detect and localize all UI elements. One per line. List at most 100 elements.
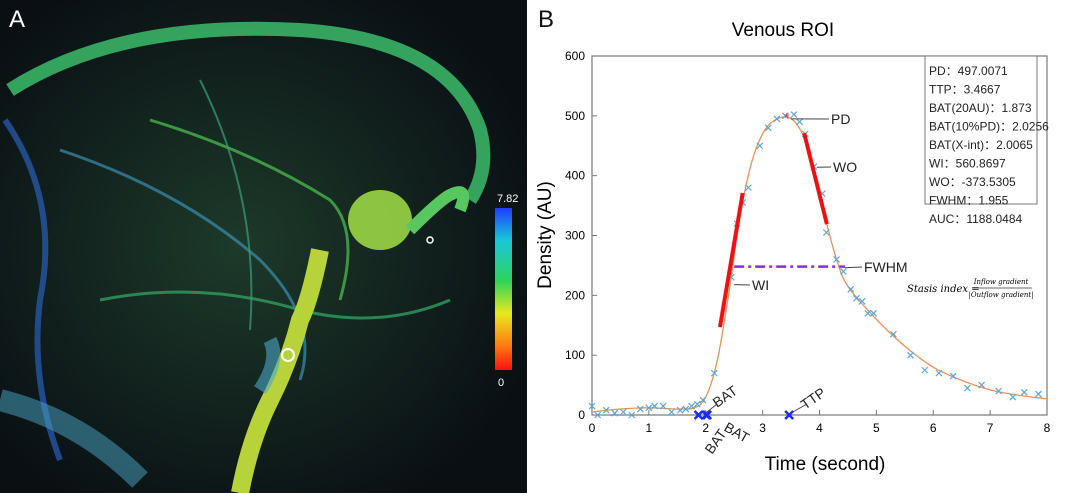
x-tick-label: 3 [759, 421, 766, 435]
vessel-map: 7.82 0 [0, 0, 527, 493]
stats-box [924, 55, 1038, 205]
y-tick-label: 300 [565, 229, 585, 243]
y-tick-label: 0 [578, 408, 585, 422]
x-axis-label: Time (second) [765, 454, 886, 475]
data-point [628, 411, 636, 419]
x-tick-label: 0 [589, 421, 596, 435]
annotation-arrow [845, 266, 863, 269]
data-point [853, 294, 860, 302]
angiography-image: 7.82 0 A [0, 0, 527, 493]
data-point [682, 405, 690, 413]
x-tick-label: 1 [646, 421, 653, 435]
data-point [611, 409, 619, 417]
data-point [1035, 390, 1042, 398]
data-point [995, 387, 1003, 395]
annotation-arrow [705, 403, 718, 414]
fwhm-annotation: FWHM [864, 259, 908, 275]
bat-marker [693, 410, 704, 420]
data-point [636, 405, 644, 413]
bat-marker [701, 410, 712, 420]
stat-line: TTP：3.4667 [929, 83, 1001, 97]
stasis-index-label: Stasis index = [907, 284, 980, 295]
data-point [744, 184, 752, 192]
data-point [594, 411, 602, 419]
data-point [978, 381, 986, 389]
y-tick-label: 400 [565, 169, 585, 183]
data-point [847, 285, 855, 293]
data-point [588, 402, 596, 410]
pd-annotation: PD [831, 111, 850, 127]
data-point [619, 408, 627, 416]
colorbar [495, 208, 512, 370]
data-point [668, 408, 676, 416]
annotation-arrow [790, 403, 808, 414]
data-point [870, 309, 877, 317]
data-point [756, 142, 764, 150]
data-point [693, 400, 701, 408]
data-point [602, 406, 610, 414]
y-axis-label: Density (AU) [535, 181, 556, 289]
colorbar-max-label: 7.82 [497, 193, 518, 205]
x-tick-label: 8 [1044, 421, 1051, 435]
wash-in-segment [717, 192, 745, 328]
data-point [833, 256, 840, 263]
y-tick-label: 600 [565, 49, 585, 63]
data-point [676, 406, 684, 414]
x-tick-label: 6 [930, 421, 937, 435]
chart-title: Venous ROI [732, 20, 834, 41]
data-point [949, 372, 957, 380]
stat-line: AUC：1188.0484 [929, 212, 1022, 226]
data-point [773, 115, 781, 123]
colorbar-min-label: 0 [498, 377, 504, 389]
stat-line: BAT(20AU)：1.873 [929, 101, 1032, 115]
stat-line: BAT(10%PD)：2.0256 [929, 120, 1049, 134]
ttp-annotation: TTP [798, 384, 829, 412]
panel-label-b: B [538, 6, 555, 33]
stat-line: FWHM：1.955 [929, 194, 1009, 208]
y-tick-label: 500 [565, 109, 585, 123]
data-point [935, 369, 943, 377]
data-point [764, 124, 772, 132]
data-point [781, 112, 789, 120]
x-tick-label: 2 [702, 421, 709, 435]
data-point [790, 111, 798, 119]
stasis-index-denominator: |Outflow gradient| [968, 291, 1033, 299]
data-point [907, 351, 914, 359]
fitted-curve [591, 116, 1048, 413]
data-point [796, 118, 804, 126]
roi-marker-arterial [281, 348, 295, 362]
panel-label-a: A [9, 6, 26, 33]
stat-line: WI：560.8697 [929, 157, 1006, 171]
roi-marker-venous [426, 236, 434, 244]
data-point [890, 330, 897, 338]
data-point [822, 229, 830, 236]
data-point [864, 309, 872, 317]
venous-roi-chart: Venous ROI Time (second) Density (AU) 0 1… [535, 20, 1051, 475]
y-tick-label: 100 [565, 348, 585, 362]
data-point [963, 384, 971, 392]
data-point [921, 366, 929, 374]
pd-marker: * [784, 110, 790, 126]
data-point [839, 267, 847, 275]
data-point [710, 369, 718, 377]
x-tick-label: 7 [987, 421, 994, 435]
stasis-index-numerator: Inflow gradient [973, 278, 1029, 286]
data-point [1009, 393, 1017, 401]
wash-out-segment [802, 132, 829, 225]
y-tick-label: 200 [565, 288, 585, 302]
wi-annotation: WI [752, 277, 769, 293]
data-point [1020, 388, 1028, 396]
data-point [645, 404, 653, 412]
stat-line: WO：-373.5305 [929, 175, 1016, 189]
x-tick-label: 5 [873, 421, 880, 435]
wo-annotation: WO [833, 159, 857, 175]
stat-line: PD：497.0071 [929, 64, 1008, 78]
data-point [688, 402, 695, 410]
stat-line: BAT(X-int)：2.0065 [929, 138, 1033, 152]
x-tick-label: 4 [816, 421, 823, 435]
data-point [858, 297, 866, 305]
data-point [699, 396, 707, 404]
bat-annotation-2: BAT [722, 419, 753, 446]
data-point [659, 402, 667, 410]
data-point [651, 402, 658, 410]
